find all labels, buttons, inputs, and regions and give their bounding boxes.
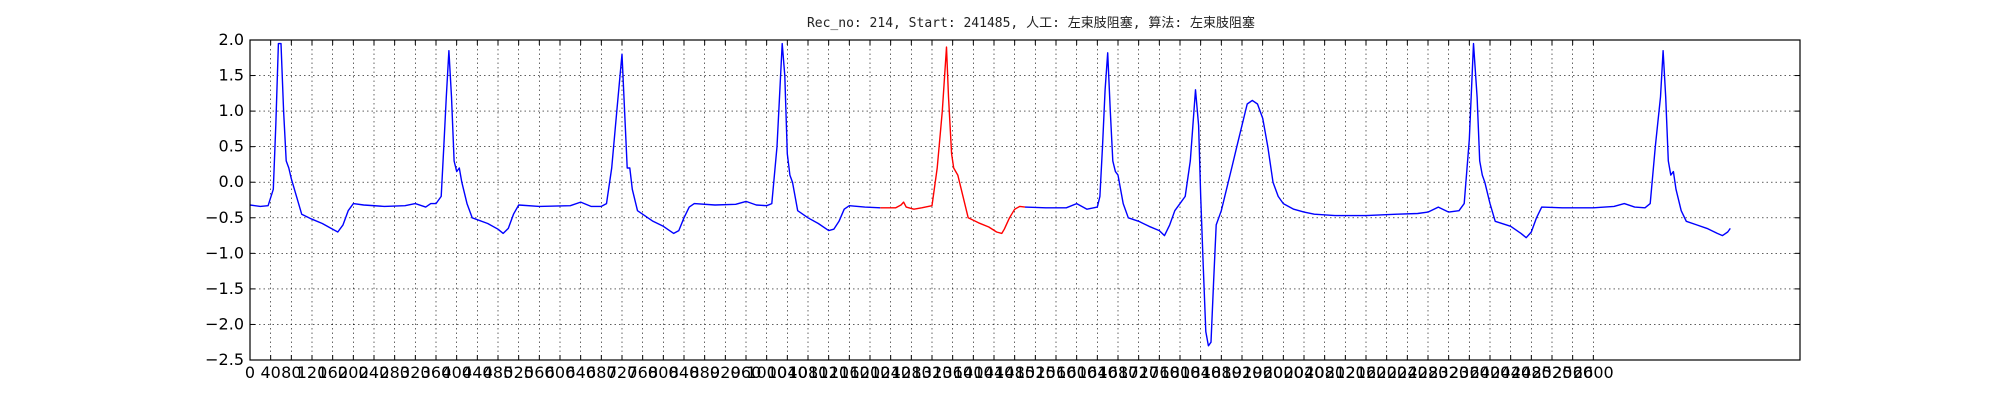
y-tick-label: 2.0 <box>219 30 244 49</box>
ecg-series-line-1 <box>249 42 881 235</box>
x-tick-label: 1520 <box>1015 363 1056 382</box>
x-tick-label: 1440 <box>974 363 1015 382</box>
x-tick-label: 920 <box>710 363 741 382</box>
x-tick-label: 1680 <box>1098 363 1139 382</box>
x-tick-label: 760 <box>627 363 658 382</box>
x-tick-label: 80 <box>281 363 301 382</box>
x-tick-label: 1160 <box>829 363 870 382</box>
ecg-series-line-2 <box>880 46 1026 235</box>
y-tick-label: 1.5 <box>219 66 244 85</box>
x-tick-label: 1880 <box>1201 363 1242 382</box>
x-tick-label: 2040 <box>1284 363 1325 382</box>
grid <box>249 39 1800 361</box>
x-tick-label: 560 <box>524 363 555 382</box>
x-tick-label: 200 <box>338 363 369 382</box>
x-tick-label: 1960 <box>1242 363 1283 382</box>
series-group <box>249 42 1731 347</box>
x-tick-label: 320 <box>400 363 431 382</box>
x-tick-label: 880 <box>689 363 720 382</box>
x-tick-label: 2400 <box>1470 363 1511 382</box>
x-tick-label: 1840 <box>1180 363 1221 382</box>
x-tick-label: 1600 <box>1056 363 1097 382</box>
x-tick-label: 1320 <box>912 363 953 382</box>
x-tick-label: 2320 <box>1428 363 1469 382</box>
x-tick-label: 2600 <box>1573 363 1614 382</box>
x-tick-label: 680 <box>586 363 617 382</box>
x-tick-label: 960 <box>731 363 762 382</box>
x-tick-label: 2160 <box>1346 363 1387 382</box>
x-tick-label: 280 <box>379 363 410 382</box>
x-tick-label: 600 <box>545 363 576 382</box>
y-tick-label: −1.0 <box>205 243 244 262</box>
x-tick-label: 1760 <box>1139 363 1180 382</box>
y-tick-label: −2.0 <box>205 314 244 333</box>
x-tick-label: 40 <box>260 363 280 382</box>
x-tick-label: 1240 <box>870 363 911 382</box>
x-tick-label: 2440 <box>1490 363 1531 382</box>
x-tick-label: 120 <box>297 363 328 382</box>
x-tick-label: 1120 <box>808 363 849 382</box>
x-tick-label: 440 <box>462 363 493 382</box>
x-tick-label: 160 <box>317 363 348 382</box>
x-tick-label: 1560 <box>1036 363 1077 382</box>
x-tick-label: 2480 <box>1511 363 1552 382</box>
x-tick-label: 720 <box>607 363 638 382</box>
x-tick-label: 1040 <box>767 363 808 382</box>
y-tick-label: −2.5 <box>205 350 244 369</box>
x-tick-label: 2280 <box>1408 363 1449 382</box>
y-tick-label: −0.5 <box>205 208 244 227</box>
x-tick-label: 1200 <box>850 363 891 382</box>
x-tick-label: 2560 <box>1552 363 1593 382</box>
x-tick-label: 1800 <box>1160 363 1201 382</box>
x-tick-label: 2120 <box>1325 363 1366 382</box>
x-tick-label: 800 <box>648 363 679 382</box>
x-tick-label: 2520 <box>1532 363 1573 382</box>
x-tick-label: 240 <box>359 363 390 382</box>
x-tick-label: 1920 <box>1222 363 1263 382</box>
x-tick-label: 400 <box>441 363 472 382</box>
x-tick-label: 2200 <box>1366 363 1407 382</box>
x-tick-label: 2360 <box>1449 363 1490 382</box>
plot-area-frame <box>249 39 1801 361</box>
x-tick-label: 1000 <box>746 363 787 382</box>
y-tick-label: 0.0 <box>219 172 244 191</box>
x-tick-label: 1640 <box>1077 363 1118 382</box>
x-tick-label: 1400 <box>953 363 994 382</box>
x-tick-label: 1080 <box>788 363 829 382</box>
y-tick-label: 1.0 <box>219 101 244 120</box>
x-tick-label: 520 <box>503 363 534 382</box>
x-axis-ticks: 0 40 8012016020024028032036040044048052056… <box>245 40 1614 382</box>
x-tick-label: 1720 <box>1118 363 1159 382</box>
y-axis-ticks: 2.0 1.5 1.0 0.5 0.0 −0.5 −1.0 −1.5 −2.0 −2.5 <box>205 30 1800 369</box>
x-tick-label: 480 <box>483 363 514 382</box>
x-tick-label: 1360 <box>932 363 973 382</box>
x-tick-label: 1480 <box>994 363 1035 382</box>
x-tick-label: 2080 <box>1304 363 1345 382</box>
x-tick-label: 840 <box>669 363 700 382</box>
x-tick-label: 0 <box>245 363 255 382</box>
ecg-series-line-3 <box>1024 42 1731 347</box>
x-tick-label: 2000 <box>1263 363 1304 382</box>
y-tick-label: 0.5 <box>219 137 244 156</box>
x-tick-label: 2240 <box>1387 363 1428 382</box>
chart-title: Rec_no: 214, Start: 241485, 人工: 左束肢阻塞, 算… <box>807 15 1255 31</box>
x-tick-label: 640 <box>565 363 596 382</box>
x-tick-label: 1280 <box>891 363 932 382</box>
y-tick-label: −1.5 <box>205 279 244 298</box>
x-tick-label: 360 <box>421 363 452 382</box>
